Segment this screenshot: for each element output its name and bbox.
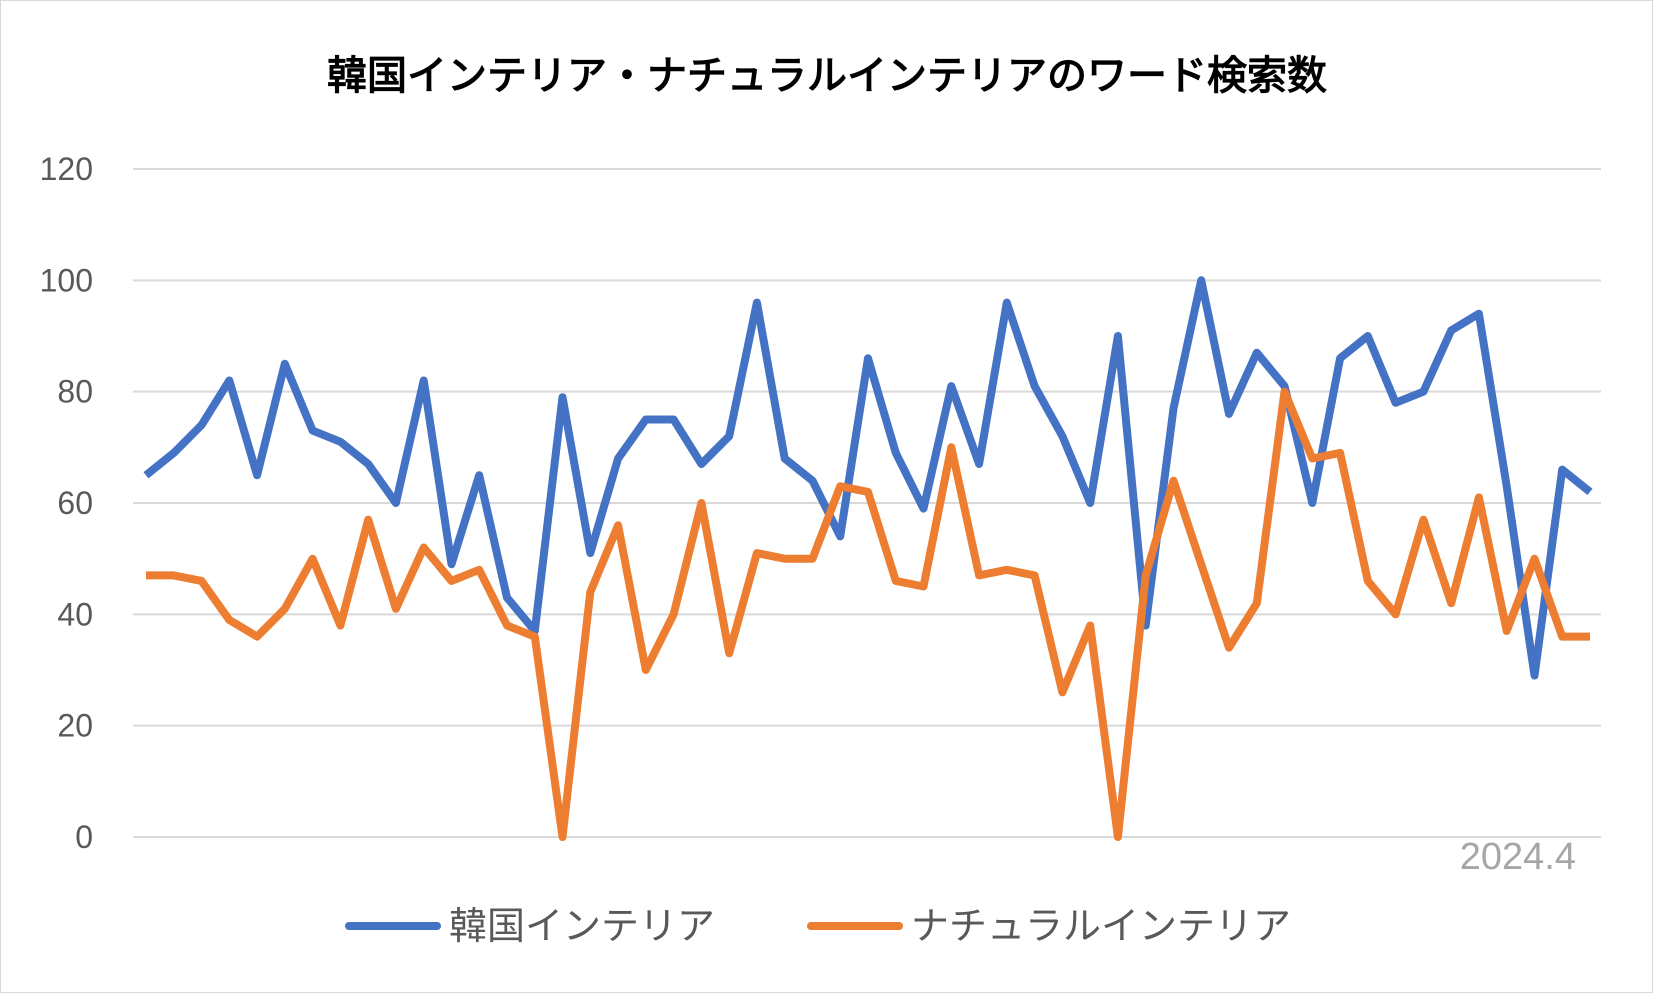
legend: 韓国インテリア ナチュラルインテリア bbox=[345, 904, 1291, 948]
series-line-1 bbox=[143, 276, 1593, 680]
y-tick-label: 80 bbox=[57, 374, 93, 410]
y-tick-label: 100 bbox=[40, 262, 93, 298]
series-line-2 bbox=[146, 387, 1590, 841]
y-tick-label: 60 bbox=[57, 485, 93, 521]
y-axis-tick-labels: 0 20 40 60 80 100 120 bbox=[40, 151, 93, 855]
y-tick-label: 0 bbox=[75, 819, 93, 855]
gridlines bbox=[133, 168, 1601, 838]
date-annotation: 2024.4 bbox=[1460, 836, 1576, 878]
legend-label-2: ナチュラルインテリア bbox=[911, 904, 1291, 948]
series-lines bbox=[143, 276, 1593, 841]
y-tick-label: 40 bbox=[57, 596, 93, 632]
y-tick-label: 120 bbox=[40, 151, 93, 187]
legend-label-1: 韓国インテリア bbox=[449, 904, 715, 948]
chart-title: 韓国インテリア・ナチュラルインテリアのワード検索数 bbox=[327, 53, 1327, 99]
y-tick-label: 20 bbox=[57, 708, 93, 744]
